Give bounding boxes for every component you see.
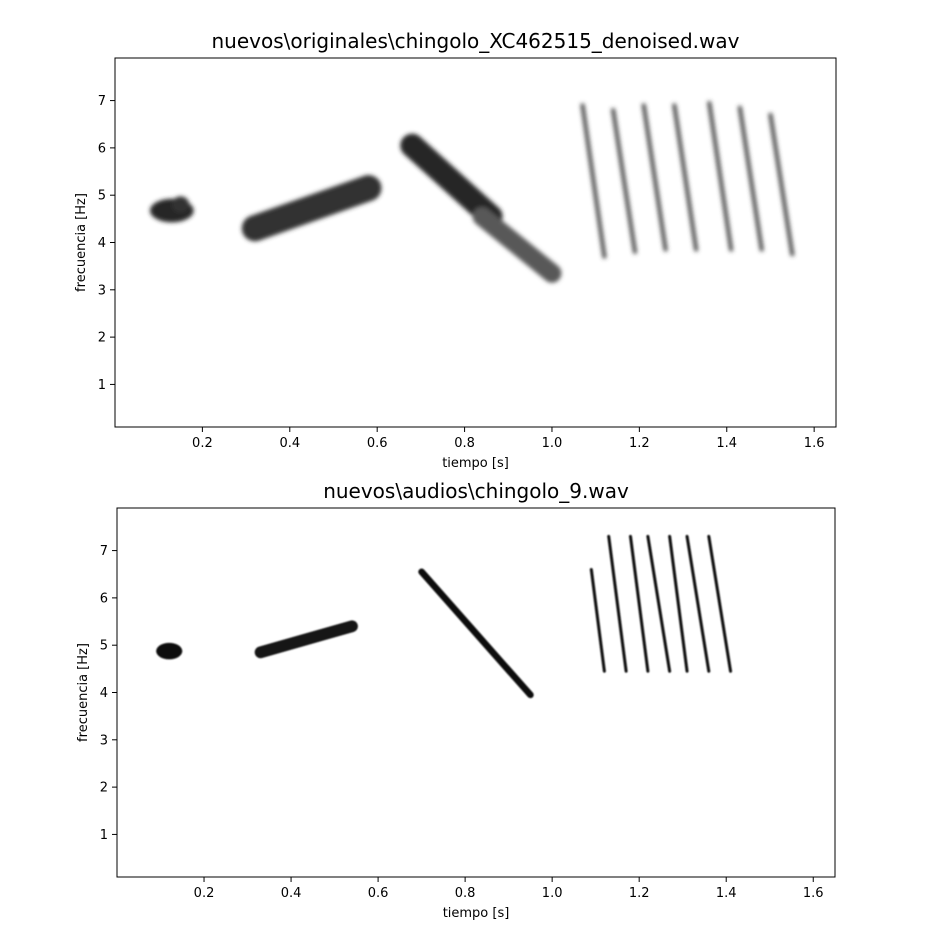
y-tick-label: 3 [98, 283, 106, 298]
spectrogram-blob-0 [156, 642, 183, 660]
spectrogram-blob-1 [171, 196, 190, 213]
spectrogram-note-10 [737, 105, 764, 252]
plot-area [115, 58, 836, 427]
y-axis-label: frecuencia [Hz] [74, 193, 89, 292]
spectrogram-image [156, 534, 733, 699]
spectrogram-note-6 [611, 108, 637, 254]
x-axis-label: tiempo [s] [442, 456, 509, 471]
plot-area [117, 508, 835, 877]
y-tick-label: 5 [100, 639, 108, 654]
y-tick-label: 1 [98, 378, 106, 393]
y-tick-label: 4 [100, 686, 108, 701]
x-tick-label: 1.6 [803, 886, 824, 901]
y-tick-label: 7 [98, 94, 106, 109]
x-tick-label: 0.6 [367, 436, 388, 451]
spectrogram-sweep-2 [418, 568, 534, 699]
spectrogram-note-9 [707, 534, 733, 673]
y-tick-label: 7 [100, 544, 108, 559]
y-tick-label: 6 [98, 141, 106, 156]
x-tick-label: 0.6 [368, 886, 389, 901]
spectrogram-note-7 [641, 103, 668, 252]
x-tick-label: 1.4 [716, 886, 737, 901]
y-axis-label: frecuencia [Hz] [76, 643, 91, 742]
x-tick-label: 0.2 [194, 886, 215, 901]
x-tick-label: 0.8 [455, 886, 476, 901]
spectrogram-note-4 [607, 534, 628, 673]
chart-title: nuevos\originales\chingolo_XC462515_deno… [212, 29, 740, 53]
x-tick-label: 1.0 [542, 886, 563, 901]
spectrogram-note-6 [646, 534, 672, 673]
chart-title: nuevos\audios\chingolo_9.wav [323, 479, 629, 503]
y-tick-label: 2 [98, 331, 106, 346]
spectrogram-sweep-1 [254, 620, 358, 659]
y-tick-label: 4 [98, 236, 106, 251]
x-tick-label: 0.8 [454, 436, 475, 451]
x-tick-label: 0.4 [281, 886, 302, 901]
x-tick-label: 1.4 [716, 436, 737, 451]
x-tick-label: 1.2 [629, 436, 650, 451]
spectrogram-note-5 [628, 534, 650, 673]
y-tick-label: 2 [100, 781, 108, 796]
spectrogram-note-9 [707, 101, 734, 252]
x-axis-label: tiempo [s] [443, 906, 510, 921]
spectrogram-note-7 [668, 534, 689, 673]
y-tick-label: 1 [100, 828, 108, 843]
spectrogram-note-3 [589, 568, 606, 673]
y-tick-label: 6 [100, 591, 108, 606]
spectrogram-sweep-3 [400, 133, 503, 229]
spectrogram-sweep-4 [472, 207, 562, 283]
spectrogram-note-8 [685, 534, 711, 673]
spectrogram-sweep-2 [241, 175, 382, 242]
x-tick-label: 0.4 [279, 436, 300, 451]
x-tick-label: 1.0 [542, 436, 563, 451]
spectrogram-note-8 [672, 103, 699, 252]
spectrogram-panel-processed: nuevos\audios\chingolo_9.wav 0.2 0.4 0.6 0.8… [76, 479, 836, 921]
spectrogram-image [149, 101, 795, 283]
spectrogram-note-5 [580, 103, 607, 259]
y-tick-label: 3 [100, 733, 108, 748]
x-tick-label: 1.2 [629, 886, 650, 901]
spectrogram-panel-original: nuevos\originales\chingolo_XC462515_deno… [74, 29, 837, 471]
x-tick-label: 0.2 [192, 436, 213, 451]
x-tick-label: 1.6 [804, 436, 825, 451]
y-tick-label: 5 [98, 189, 106, 204]
spectrogram-note-11 [768, 112, 795, 257]
